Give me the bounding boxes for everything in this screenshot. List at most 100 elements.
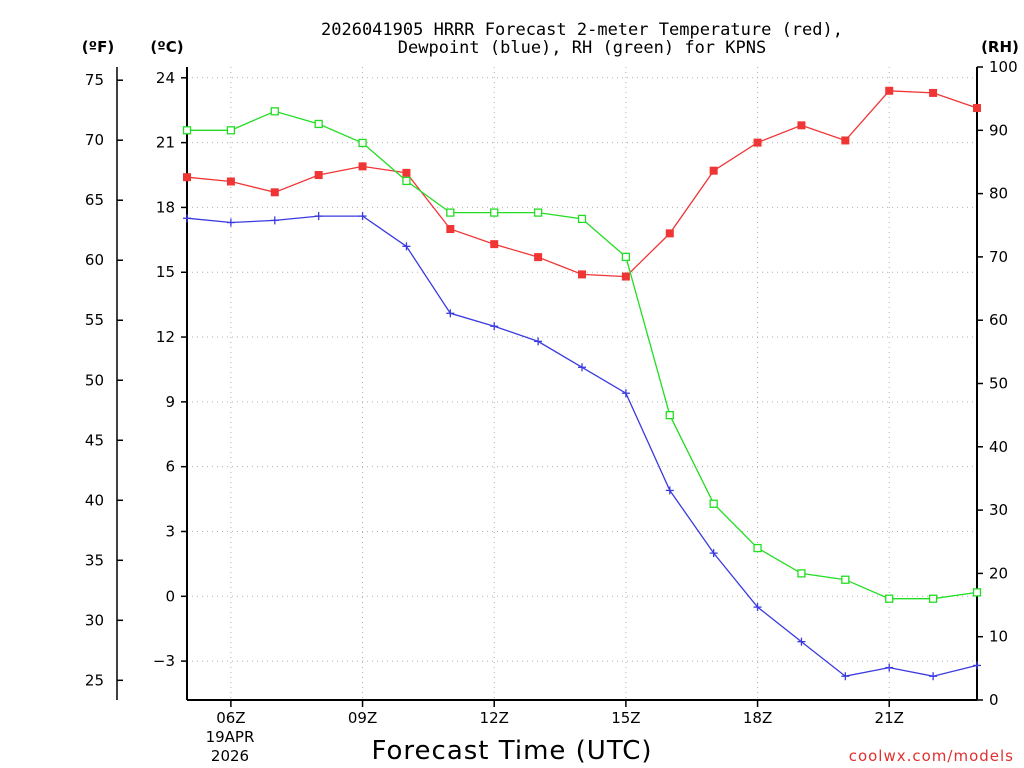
rh-tick-label: 40 [989,438,1008,456]
dewpoint-point [929,672,938,681]
rh-unit-label: (RH) [981,38,1019,56]
rh-point [885,594,894,603]
rh-tick-label: 80 [989,185,1008,203]
fahrenheit-tick-label: 50 [85,371,104,389]
fahrenheit-tick-label: 75 [85,71,104,89]
fahrenheit-tick-label: 35 [85,551,104,569]
dewpoint-point [665,486,674,495]
celsius-tick-label: 6 [165,458,175,476]
dewpoint-line [186,215,978,677]
temperature-point [797,121,806,130]
fahrenheit-unit-label: (ºF) [82,38,114,56]
date-label-year: 2026 [211,747,249,765]
x-tick-label: 18Z [743,709,772,727]
celsius-tick-label: 24 [156,69,175,87]
celsius-tick-label: 15 [156,263,175,281]
dewpoint-point [753,603,762,612]
dewpoint-point [578,363,586,372]
celsius-tick-label: 21 [156,134,175,152]
rh-point [226,126,236,135]
dewpoint-point [358,212,367,221]
fahrenheit-tick-label: 30 [85,611,104,629]
rh-point [753,543,762,553]
rh-line [187,110,978,600]
rh-point [314,119,323,129]
axes: 24211815129630−3757065605550454035302510… [85,58,1018,727]
dewpoint-point [709,549,718,558]
temperature-point [841,136,850,145]
temperature-point [973,104,981,113]
temperature-point [270,188,279,197]
dewpoint-point [973,661,981,670]
dewpoint-point [621,389,630,398]
celsius-tick-label: 9 [165,393,175,411]
temperature-point [578,270,586,279]
temperature-point [621,272,630,281]
fahrenheit-tick-label: 55 [85,311,104,329]
temperature-point [358,162,367,171]
rh-point [402,176,411,186]
dewpoint-point [885,663,894,672]
date-label-day: 19APR [206,728,255,746]
celsius-tick-label: −3 [153,652,175,670]
rh-point [841,575,850,584]
dewpoint-point [402,242,411,251]
rh-point [490,208,499,217]
x-tick-label: 21Z [875,709,904,727]
x-axis-title: Forecast Time (UTC) [371,736,652,766]
rh-tick-label: 90 [989,121,1008,139]
rh-point [446,208,455,217]
rh-tick-label: 30 [989,501,1008,519]
dewpoint-point [314,212,323,221]
dewpoint-point [797,637,806,646]
temperature-point [753,138,762,147]
fahrenheit-tick-label: 40 [85,491,104,509]
fahrenheit-tick-label: 70 [85,131,104,149]
rh-point [797,569,806,578]
rh-tick-label: 10 [989,628,1008,646]
temperature-point [183,173,191,182]
temperature-point [446,225,455,234]
temperature-point [314,171,323,180]
rh-point [577,214,587,224]
chart-title-line1: 2026041905 HRRR Forecast 2-meter Tempera… [321,20,843,40]
rh-point [270,107,279,116]
rh-point [972,588,982,597]
dewpoint-point [446,309,455,318]
dewpoint-point [490,322,499,331]
dewpoint-point [841,672,850,681]
rh-point [928,594,938,603]
rh-tick-label: 20 [989,564,1008,582]
rh-point [182,126,192,135]
rh-point [358,138,367,148]
rh-point [709,499,718,508]
celsius-tick-label: 3 [165,522,175,540]
celsius-unit-label: (ºC) [150,38,183,56]
fahrenheit-tick-label: 45 [85,431,104,449]
temperature-point [534,253,543,262]
rh-tick-label: 100 [989,58,1018,76]
dewpoint-point [534,337,543,346]
fahrenheit-tick-label: 65 [85,191,104,209]
rh-point [621,252,631,262]
x-tick-label: 09Z [348,709,377,727]
temperature-point [226,177,235,186]
temperature-point [709,166,718,175]
celsius-tick-label: 12 [156,328,175,346]
fahrenheit-tick-label: 25 [85,671,104,689]
rh-tick-label: 70 [989,248,1008,266]
x-tick-label: 15Z [611,709,640,727]
rh-tick-label: 60 [989,311,1008,329]
rh-tick-label: 50 [989,375,1008,393]
temperature-point [929,88,938,97]
dewpoint-point [270,216,279,225]
chart-title-line2: Dewpoint (blue), RH (green) for KPNS [398,38,766,58]
dewpoint-point [226,218,235,227]
celsius-tick-label: 0 [165,587,175,605]
celsius-tick-label: 18 [156,198,175,216]
grid-lines [187,67,977,700]
site-credit: coolwx.com/models [849,747,1014,765]
data-series [182,86,982,681]
x-tick-label: 12Z [480,709,509,727]
